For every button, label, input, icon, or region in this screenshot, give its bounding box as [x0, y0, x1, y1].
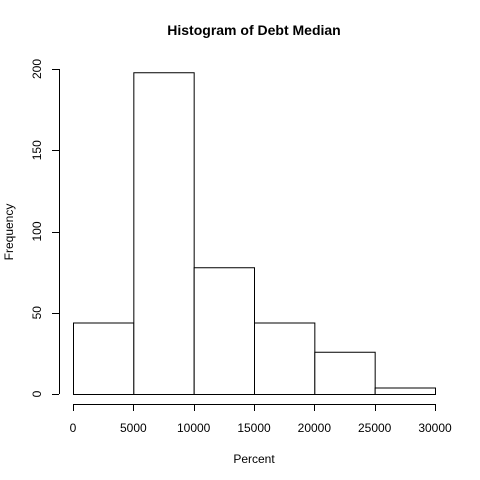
x-tick-label: 0 [70, 421, 77, 435]
histogram-bar-3 [254, 322, 316, 395]
y-tick-label: 100 [30, 221, 44, 241]
x-axis: 0 5000 10000 15000 20000 25000 30000 [70, 404, 452, 435]
x-tick-label: 10000 [177, 421, 211, 435]
y-axis: 0 50 100 150 200 [30, 59, 60, 397]
histogram-bar-5 [374, 387, 436, 395]
histogram-bar-0 [73, 322, 135, 395]
x-tick-label: 15000 [237, 421, 271, 435]
y-tick-label: 150 [30, 140, 44, 160]
histogram-bar-2 [193, 267, 256, 395]
y-tick-label: 50 [30, 306, 44, 320]
y-axis-label: Frequency [2, 204, 16, 261]
y-tick-label: 0 [30, 390, 44, 397]
x-tick-label: 20000 [298, 421, 332, 435]
histogram-bar-4 [314, 351, 376, 395]
x-axis-label: Percent [233, 452, 275, 466]
x-tick-label: 25000 [358, 421, 392, 435]
x-tick-label: 5000 [120, 421, 147, 435]
x-tick-label: 30000 [418, 421, 452, 435]
bars-group [73, 72, 436, 395]
chart-title: Histogram of Debt Median [167, 22, 340, 38]
y-tick-label: 200 [30, 59, 44, 79]
histogram-bar-1 [133, 72, 195, 395]
